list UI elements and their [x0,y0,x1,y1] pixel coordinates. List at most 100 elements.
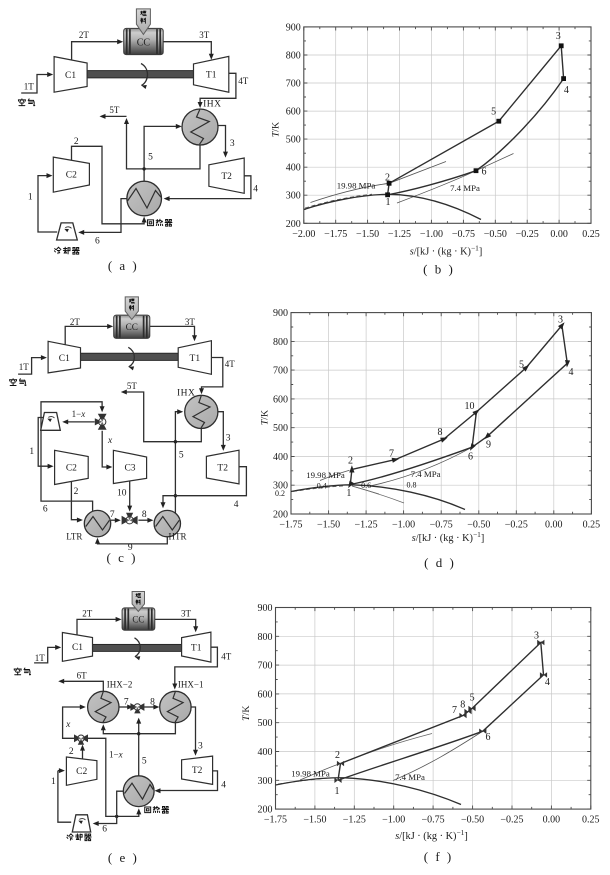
svg-text:2T: 2T [79,30,90,40]
svg-text:1: 1 [346,488,351,499]
svg-text:−1.75: −1.75 [279,520,302,531]
svg-text:10: 10 [465,401,475,412]
svg-text:( a ): ( a ) [108,258,139,273]
svg-text:900: 900 [273,308,288,319]
svg-text:3T: 3T [181,608,192,618]
svg-text:2: 2 [69,747,74,757]
svg-text:200: 200 [258,805,273,816]
svg-text:200: 200 [286,219,301,230]
svg-text:600: 600 [273,394,288,405]
svg-text:500: 500 [273,423,288,434]
svg-text:8: 8 [438,427,443,438]
svg-text:−0.75: −0.75 [430,520,453,531]
svg-text:( e ): ( e ) [108,850,139,865]
svg-text:s/[kJ · (kg · K)−1]: s/[kJ · (kg · K)−1] [395,827,468,842]
svg-text:300: 300 [286,191,301,202]
svg-text:7.4 MPa: 7.4 MPa [450,183,480,193]
svg-text:6: 6 [102,824,107,834]
svg-text:8: 8 [142,510,147,520]
svg-text:600: 600 [286,107,301,118]
svg-text:900: 900 [258,603,273,614]
svg-text:−1.25: −1.25 [388,229,411,240]
svg-text:19.98 MPa: 19.98 MPa [306,470,345,480]
svg-text:6: 6 [43,505,48,515]
svg-text:T2: T2 [217,463,228,473]
svg-text:3: 3 [534,631,539,642]
svg-text:800: 800 [286,51,301,62]
svg-text:4: 4 [569,367,574,378]
svg-text:2T: 2T [82,608,93,618]
svg-text:−0.25: −0.25 [505,520,528,531]
svg-text:4: 4 [564,85,569,96]
svg-text:0.25: 0.25 [582,815,600,826]
svg-text:T/K: T/K [260,410,271,425]
svg-text:IHX: IHX [177,389,195,399]
svg-text:1T: 1T [35,653,46,663]
svg-text:2T: 2T [70,317,81,327]
svg-text:7: 7 [389,449,394,460]
svg-text:9: 9 [486,439,491,450]
svg-text:10: 10 [117,488,127,498]
svg-text:7: 7 [452,705,457,716]
svg-text:IHX: IHX [203,99,221,109]
svg-text:900: 900 [286,22,301,33]
svg-text:T1: T1 [191,643,202,653]
svg-text:−0.25: −0.25 [516,229,539,240]
svg-text:2: 2 [348,455,353,466]
svg-text:CC: CC [126,322,138,332]
svg-text:−1.00: −1.00 [382,815,405,826]
svg-text:T1: T1 [206,71,217,81]
svg-text:8: 8 [150,697,155,707]
svg-text:0.2: 0.2 [275,489,285,498]
svg-text:200: 200 [273,510,288,521]
svg-text:5: 5 [491,107,496,118]
svg-text:IHX−1: IHX−1 [178,679,204,689]
svg-text:−1.50: −1.50 [356,229,379,240]
svg-text:4T: 4T [225,359,236,369]
svg-text:1−x: 1−x [72,409,86,419]
svg-text:−1.75: −1.75 [324,229,347,240]
svg-text:700: 700 [258,661,273,672]
svg-text:−0.50: −0.50 [484,229,507,240]
svg-text:3: 3 [230,139,235,149]
svg-text:700: 700 [286,79,301,90]
svg-text:1T: 1T [24,82,35,92]
svg-text:IHX−2: IHX−2 [107,679,133,689]
svg-text:5: 5 [470,693,475,704]
svg-text:1: 1 [51,777,56,787]
svg-text:1: 1 [29,447,34,457]
svg-text:5: 5 [519,359,524,370]
svg-text:1−x: 1−x [109,749,123,759]
svg-text:19.98 MPa: 19.98 MPa [337,181,376,191]
svg-text:500: 500 [258,718,273,729]
svg-text:−1.75: −1.75 [264,815,287,826]
svg-text:−0.75: −0.75 [452,229,475,240]
svg-text:3T: 3T [185,317,196,327]
svg-text:s/[kJ · (kg · K)−1]: s/[kJ · (kg · K)−1] [412,530,485,545]
svg-text:7: 7 [124,697,129,707]
svg-text:1: 1 [386,197,391,208]
svg-text:6: 6 [486,732,491,743]
svg-text:−2.00: −2.00 [292,229,315,240]
svg-text:4T: 4T [221,652,232,662]
svg-text:0.00: 0.00 [543,815,561,826]
svg-text:400: 400 [258,747,273,758]
svg-text:400: 400 [286,163,301,174]
svg-text:6: 6 [482,166,487,177]
svg-text:7.4 MPa: 7.4 MPa [395,772,425,782]
svg-text:7.4 MPa: 7.4 MPa [411,469,441,479]
svg-text:5: 5 [142,756,147,766]
svg-text:600: 600 [258,689,273,700]
svg-text:4: 4 [545,677,550,688]
svg-text:0.8: 0.8 [407,481,417,490]
svg-text:800: 800 [273,337,288,348]
svg-text:0.25: 0.25 [583,520,601,531]
svg-text:0.00: 0.00 [550,229,568,240]
svg-text:CC: CC [132,615,144,625]
svg-text:3: 3 [558,314,563,325]
svg-text:−0.25: −0.25 [500,815,523,826]
svg-text:4: 4 [253,184,258,194]
svg-text:6: 6 [95,236,100,246]
svg-text:C1: C1 [72,643,83,653]
svg-text:−1.25: −1.25 [355,520,378,531]
